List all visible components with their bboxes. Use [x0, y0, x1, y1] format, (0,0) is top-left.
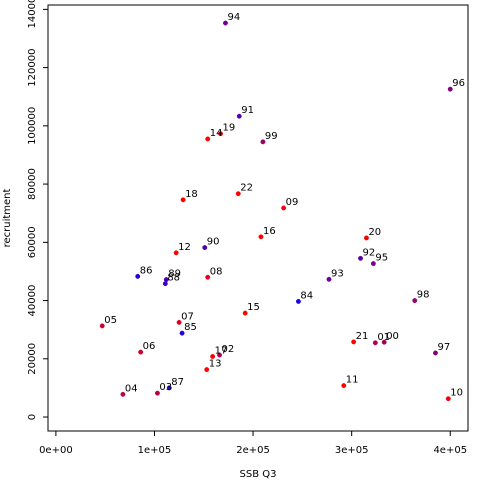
- point-label: 93: [331, 268, 344, 279]
- data-point: [179, 330, 185, 336]
- data-point: [372, 340, 378, 346]
- point-label: 08: [210, 266, 223, 277]
- point-label: 96: [452, 78, 465, 89]
- point-label: 99: [265, 131, 278, 142]
- point-label: 12: [178, 242, 191, 253]
- point-label: 01: [377, 332, 390, 343]
- data-point: [281, 205, 287, 211]
- data-point: [433, 350, 438, 356]
- point-label: 91: [241, 105, 254, 116]
- point-label: 95: [375, 253, 388, 264]
- y-tick-label: 60000: [27, 226, 38, 258]
- point-label: 14: [210, 128, 223, 139]
- data-point: [341, 383, 347, 389]
- point-label: 87: [171, 377, 184, 388]
- point-label: 18: [185, 189, 198, 200]
- point-label: 11: [346, 375, 359, 386]
- data-point: [447, 86, 453, 92]
- point-label: 05: [104, 315, 117, 326]
- data-point: [210, 354, 216, 359]
- data-point: [120, 391, 126, 397]
- y-tick-label: 100000: [27, 107, 38, 145]
- data-point: [204, 367, 210, 373]
- x-axis: 0e+00 1e+05 2e+05 3e+05 4e+05: [39, 431, 467, 456]
- point-label: 85: [184, 322, 197, 333]
- point-label: 89: [168, 269, 181, 280]
- data-point: [235, 191, 241, 197]
- data-point: [173, 250, 179, 256]
- data-points: [99, 20, 453, 402]
- x-tick-label: 4e+05: [433, 445, 467, 456]
- data-point: [260, 139, 266, 145]
- point-label: 21: [356, 331, 369, 342]
- point-label: 98: [417, 290, 430, 301]
- data-point: [166, 385, 172, 391]
- point-label: 03: [159, 382, 172, 393]
- data-point: [202, 245, 208, 251]
- x-tick-label: 1e+05: [138, 445, 172, 456]
- y-tick-label: 0: [27, 414, 38, 420]
- data-point: [295, 298, 301, 304]
- point-label: 06: [143, 341, 156, 352]
- point-label: 19: [223, 123, 236, 134]
- y-tick-label: 20000: [27, 343, 38, 375]
- point-label: 13: [209, 359, 222, 370]
- data-point: [218, 131, 223, 137]
- data-point: [217, 352, 222, 358]
- data-point: [176, 319, 182, 325]
- data-point: [180, 197, 186, 203]
- x-axis-title: SSB Q3: [240, 469, 277, 480]
- data-point: [154, 390, 160, 396]
- data-point: [135, 273, 141, 279]
- data-point: [163, 277, 169, 283]
- point-label: 92: [363, 247, 376, 258]
- point-label: 16: [263, 226, 276, 237]
- x-tick-label: 2e+05: [236, 445, 270, 456]
- x-tick-label: 3e+05: [335, 445, 369, 456]
- y-axis: 0 20000 40000 60000 80000 100000 120000 140000: [27, 0, 48, 420]
- data-point: [205, 274, 211, 280]
- point-label: 88: [167, 273, 180, 284]
- x-tick-label: 0e+00: [39, 445, 73, 456]
- point-label: 04: [125, 383, 138, 394]
- data-point: [138, 349, 144, 355]
- data-point: [412, 298, 418, 304]
- point-label: 20: [368, 227, 381, 238]
- plot-frame: [47, 4, 469, 432]
- data-point: [445, 396, 451, 402]
- data-point: [358, 255, 363, 261]
- data-point: [364, 235, 369, 241]
- data-point: [381, 339, 387, 345]
- point-label: 22: [240, 183, 253, 194]
- y-tick-label: 80000: [27, 168, 38, 200]
- point-label: 15: [247, 302, 260, 313]
- point-label: 02: [222, 344, 235, 355]
- data-point: [351, 339, 357, 345]
- data-point: [242, 310, 248, 316]
- point-label: 94: [227, 12, 240, 23]
- point-label: 10: [450, 388, 463, 399]
- y-axis-title: recruitment: [2, 189, 13, 248]
- data-point: [99, 323, 105, 329]
- point-label: 00: [386, 331, 399, 342]
- y-tick-label: 120000: [27, 49, 38, 87]
- data-point: [326, 276, 332, 282]
- point-label: 90: [207, 237, 220, 248]
- point-label: 84: [300, 290, 313, 301]
- point-label: 07: [181, 311, 194, 322]
- y-tick-label: 40000: [27, 285, 38, 317]
- data-point: [236, 113, 242, 119]
- point-label: 86: [140, 265, 153, 276]
- point-label: 09: [286, 197, 299, 208]
- data-point: [370, 261, 376, 267]
- data-point: [205, 136, 211, 142]
- point-label: 17: [215, 345, 228, 356]
- y-tick-label: 140000: [27, 0, 38, 28]
- data-point: [258, 234, 264, 240]
- point-label: 97: [437, 342, 450, 353]
- data-point: [223, 20, 228, 26]
